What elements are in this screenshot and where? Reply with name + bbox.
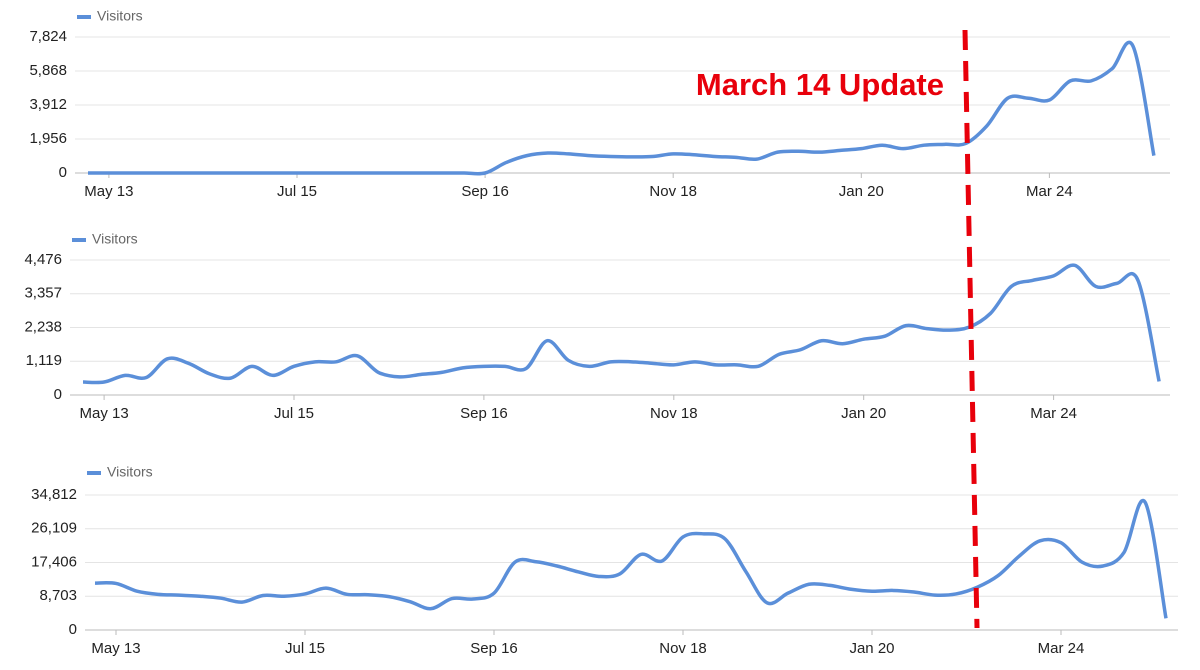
- y-tick-label: 1,119: [26, 352, 62, 369]
- legend-label: Visitors: [107, 464, 153, 480]
- y-tick-label: 0: [69, 621, 77, 638]
- x-tick-label: Nov 18: [649, 183, 697, 200]
- y-tick-label: 4,476: [24, 251, 62, 268]
- x-tick-label: May 13: [91, 640, 140, 657]
- series-line: [88, 40, 1156, 176]
- y-tick-label: 1,956: [29, 130, 67, 147]
- y-tick-label: 26,109: [31, 520, 77, 537]
- x-tick-label: Jan 20: [839, 183, 884, 200]
- x-tick-label: Mar 24: [1038, 640, 1085, 657]
- x-tick-label: Mar 24: [1026, 183, 1073, 200]
- x-tick-label: Jul 15: [274, 405, 314, 422]
- y-tick-label: 3,912: [29, 96, 67, 113]
- x-tick-label: Jul 15: [277, 183, 317, 200]
- y-tick-label: 2,238: [24, 318, 62, 335]
- x-tick-label: Sep 16: [461, 183, 509, 200]
- x-tick-label: Nov 18: [650, 405, 698, 422]
- y-tick-label: 8,703: [39, 587, 77, 604]
- y-tick-label: 3,357: [24, 285, 62, 302]
- series-line: [94, 498, 1168, 619]
- y-tick-label: 7,824: [29, 28, 67, 45]
- x-tick-label: May 13: [84, 183, 133, 200]
- legend-label: Visitors: [92, 231, 138, 247]
- legend-label: Visitors: [97, 8, 143, 24]
- y-tick-label: 5,868: [29, 62, 67, 79]
- x-tick-label: Nov 18: [659, 640, 707, 657]
- y-tick-label: 17,406: [31, 553, 77, 570]
- x-tick-label: Mar 24: [1030, 405, 1077, 422]
- x-tick-label: Jan 20: [841, 405, 886, 422]
- update-marker: [962, 29, 980, 629]
- y-tick-label: 34,812: [31, 486, 77, 503]
- x-tick-label: May 13: [79, 405, 128, 422]
- y-tick-label: 0: [59, 164, 67, 181]
- series-line: [82, 263, 1161, 385]
- annotation: March 14 Update: [696, 67, 944, 102]
- x-tick-label: Sep 16: [470, 640, 518, 657]
- x-tick-label: Jan 20: [849, 640, 894, 657]
- x-tick-label: Jul 15: [285, 640, 325, 657]
- x-tick-label: Sep 16: [460, 405, 508, 422]
- y-tick-label: 0: [54, 386, 62, 403]
